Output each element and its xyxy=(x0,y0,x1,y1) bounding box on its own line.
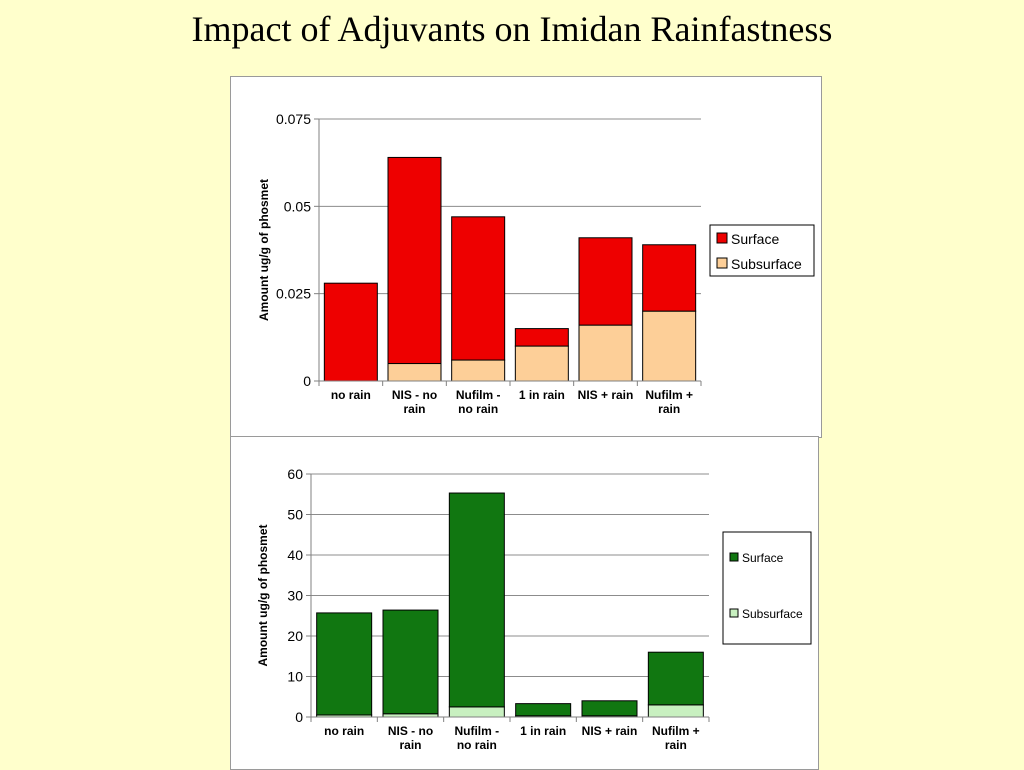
chart-top-ytick-label: 0 xyxy=(303,373,311,389)
chart-bottom-category-label: Nufilm + rain xyxy=(652,724,700,752)
chart-bottom-bar-subsurface-6 xyxy=(647,704,704,718)
chart-bottom-category-label: Nufilm -no rain xyxy=(454,724,499,752)
chart-top-legend-swatch-subsurface xyxy=(716,257,728,269)
chart-bottom-ylabel: Amount ug/g of phosmet xyxy=(256,525,270,667)
chart-top-category-label: no rain xyxy=(331,388,371,402)
chart-top-category-label: Nufilm -no rain xyxy=(456,388,501,416)
chart-top-svg: 0 0.025 0.05 0.075 no rain NIS - no rain Nufilm… xyxy=(257,111,815,416)
chart-bottom-ytick-label: 60 xyxy=(287,466,303,482)
chart-bottom-ytick-label: 40 xyxy=(287,547,303,563)
chart-top-bar-subsurface-5 xyxy=(578,324,633,382)
chart-bottom-legend-label-subsurface: Subsurface xyxy=(742,607,803,621)
chart-top-bar-subsurface-4 xyxy=(514,345,569,382)
chart-top-bar-surface-3 xyxy=(451,216,506,361)
chart-bottom-bar-surface-6 xyxy=(647,651,704,706)
chart-bottom-ytick-label: 50 xyxy=(287,507,303,523)
chart-top-ytick-label: 0.075 xyxy=(276,111,311,127)
chart-top-ytick-label: 0.05 xyxy=(284,198,311,214)
chart-top-bar-surface-6 xyxy=(642,244,697,312)
chart-top-bar-subsurface-6 xyxy=(642,310,697,382)
chart-top-ytick-label: 0.025 xyxy=(276,286,311,302)
chart-panel-bottom: 0 10 20 30 40 50 60 no rain NIS - no rain Nufilm -… xyxy=(230,436,819,770)
chart-bottom-ytick-label: 10 xyxy=(287,669,303,685)
chart-top-ylabel: Amount ug/g of phosmet xyxy=(257,179,271,321)
chart-top-legend-label-subsurface: Subsurface xyxy=(731,256,802,272)
chart-bottom-legend-swatch-surface xyxy=(729,552,739,562)
chart-top-legend-label-surface: Surface xyxy=(731,231,779,247)
chart-bottom-ytick-label: 0 xyxy=(295,709,303,725)
chart-panel-top: 0 0.025 0.05 0.075 no rain NIS - no rain Nufilm… xyxy=(230,76,822,438)
chart-top-bar-subsurface-2 xyxy=(387,363,442,382)
chart-top-category-label: 1 in rain xyxy=(519,388,565,402)
slide-title: Impact of Adjuvants on Imidan Rainfastne… xyxy=(191,9,833,49)
chart-bottom-bar-subsurface-3 xyxy=(448,706,505,718)
chart-bottom-legend-box xyxy=(722,531,812,645)
chart-top-bar-surface-2 xyxy=(387,156,442,365)
chart-bottom-legend-swatch-subsurface xyxy=(729,608,739,618)
chart-top-legend-swatch-surface xyxy=(716,232,728,244)
chart-bottom-ytick-label: 30 xyxy=(287,588,303,604)
chart-bottom-legend-label-surface: Surface xyxy=(742,551,784,565)
chart-top-bar-subsurface-3 xyxy=(451,359,506,382)
chart-bottom-ytick-label: 20 xyxy=(287,628,303,644)
chart-bottom-category-label: NIS + rain xyxy=(582,724,638,738)
chart-bottom-category-label: no rain xyxy=(324,724,364,738)
chart-bottom-category-label: 1 in rain xyxy=(520,724,566,738)
chart-bottom-svg: 0 10 20 30 40 50 60 no rain NIS - no rain Nufilm -… xyxy=(256,466,812,752)
chart-top-bar-surface-5 xyxy=(578,237,633,326)
chart-bottom-bar-surface-3 xyxy=(448,492,505,708)
chart-top-category-label: Nufilm + rain xyxy=(645,388,693,416)
chart-bottom-bar-surface-2 xyxy=(382,609,439,715)
chart-top-category-label: NIS - no rain xyxy=(392,388,437,416)
chart-bottom-bar-surface-5 xyxy=(581,700,638,717)
chart-top-category-label: NIS + rain xyxy=(578,388,634,402)
chart-top-bar-surface-4 xyxy=(514,328,569,347)
chart-bottom-bar-surface-4 xyxy=(515,703,572,717)
chart-bottom-bar-surface-1 xyxy=(316,612,373,716)
chart-bottom-category-label: NIS - no rain xyxy=(388,724,433,752)
chart-top-bar-surface-1 xyxy=(323,282,378,382)
